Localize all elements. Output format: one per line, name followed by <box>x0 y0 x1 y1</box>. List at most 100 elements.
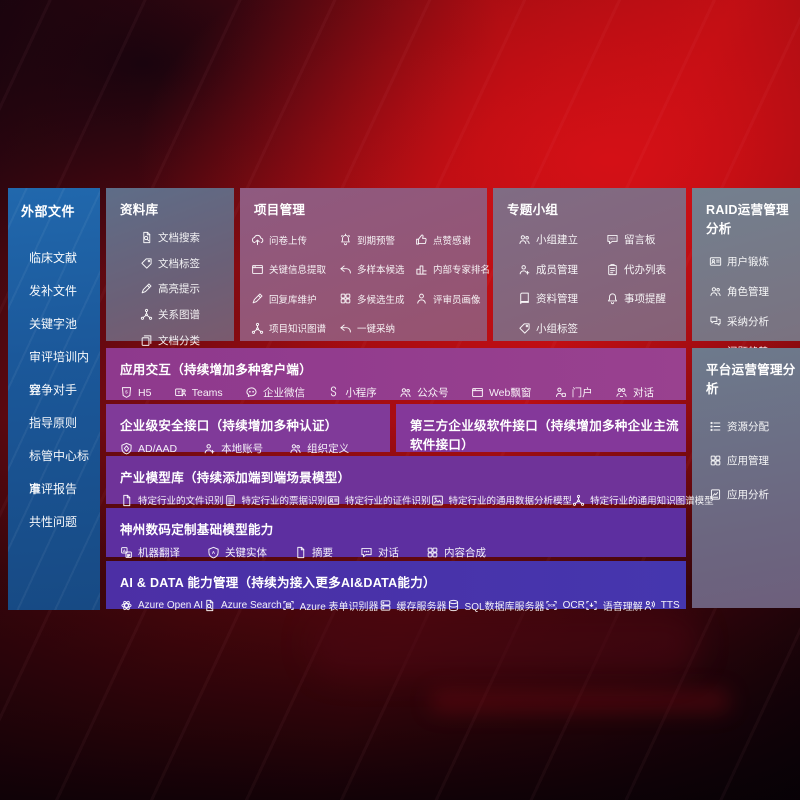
enterprise-security-api-row: 企业级安全接口（持续增加多种认证） AD/AAD 本地账号 组织定义 <box>106 404 390 455</box>
miniprogram-icon <box>327 386 340 399</box>
feature-label: 事项提醒 <box>624 293 666 306</box>
panel-title: RAID运营管理分析 <box>706 203 789 236</box>
row-title: 企业级安全接口（持续增加多种认证） <box>120 419 338 433</box>
feature-item: 高亮提示 <box>140 276 234 302</box>
feature-label: 点赞感谢 <box>433 235 472 247</box>
feature-label: 留言板 <box>624 234 656 247</box>
shield-icon <box>120 442 133 455</box>
feature-item: 内容合成 <box>426 545 486 560</box>
feature-item: 事项提醒 <box>606 291 686 306</box>
industry-models-row: 产业模型库（持续添加端到端场景模型） 特定行业的文件识别 特定行业的票据识别 特定行… <box>106 456 714 507</box>
panel-title: 专题小组 <box>507 203 559 217</box>
feature-item: 组织定义 <box>289 441 349 456</box>
background-glow <box>310 612 700 676</box>
feature-label: 多样本候选 <box>357 265 405 277</box>
svg-text:5: 5 <box>125 389 128 394</box>
feature-item: 回复库维护 <box>251 292 339 306</box>
chat-icon <box>360 546 373 559</box>
pen-icon <box>251 292 264 305</box>
feature-list: A 机器翻译 A 关键实体 摘要 对话 内容合成 <box>106 538 686 560</box>
docs-icon <box>140 334 153 347</box>
feature-label: AD/AAD <box>138 442 178 455</box>
feature-item: 角色管理 <box>709 284 800 299</box>
openai-icon <box>120 599 133 612</box>
feature-label: 用户锻炼 <box>727 255 769 268</box>
feature-label: 内容合成 <box>444 547 486 559</box>
bbs-icon: BBS <box>606 233 619 246</box>
feature-item: 文档标签 <box>140 251 234 277</box>
feature-item: 缓存服务器 <box>379 598 447 613</box>
base-models-row: 神州数码定制基础模型能力 A 机器翻译 A 关键实体 摘要 对话 内容合成 <box>106 508 686 560</box>
feature-item: 语音理解 <box>585 598 643 613</box>
portal-person-icon <box>554 386 567 399</box>
feature-label: 特定行业的证件识别 <box>345 496 431 507</box>
row-title: 神州数码定制基础模型能力 <box>120 523 274 537</box>
feature-label: 项目知识图谱 <box>269 324 327 336</box>
feature-label: 摘要 <box>312 547 333 559</box>
feature-item: Web飘窗 <box>471 385 531 400</box>
feature-item: OCR OCR <box>545 599 585 612</box>
feature-label: H5 <box>138 386 152 399</box>
feature-item: Azure Open AI <box>120 599 203 612</box>
translate-icon: A <box>120 546 133 559</box>
sidebar-item: 关键字池 <box>29 317 78 331</box>
reply-icon <box>339 263 352 276</box>
feature-item: 摘要 <box>294 545 333 560</box>
tag-icon <box>140 257 153 270</box>
feature-label: Web飘窗 <box>488 387 532 399</box>
feature-label: 文档搜索 <box>158 232 200 245</box>
feature-item: 特定行业的通用知识图谱模型 <box>572 493 714 507</box>
feature-item: 到期预警 <box>339 233 415 247</box>
server-icon <box>379 599 392 612</box>
feature-item: AD/AAD <box>120 442 177 455</box>
feature-item: 应用管理 <box>709 453 800 468</box>
ocr-icon: OCR <box>545 599 558 612</box>
feature-item: 用户锻炼 <box>709 254 800 269</box>
svg-text:T: T <box>177 390 180 395</box>
graph-icon <box>251 322 264 335</box>
feature-label: 采纳分析 <box>727 315 769 328</box>
report-icon <box>709 488 722 501</box>
speech-icon <box>585 599 598 612</box>
feature-label: 应用分析 <box>727 488 769 501</box>
id-card-icon <box>709 255 722 268</box>
feature-label: 问卷上传 <box>269 235 308 247</box>
sidebar-item: 临床文献 <box>29 251 78 265</box>
feature-list: 小组建立 BBS 留言板 成员管理 代办列表 资料管理 事项提醒 小组标签 <box>493 218 686 343</box>
svg-text:A: A <box>123 548 126 553</box>
feature-item: 多样本候选 <box>339 262 415 276</box>
feature-label: 评审员画像 <box>433 294 481 306</box>
people-icon <box>709 285 722 298</box>
feature-label: 特定行业的票据识别 <box>241 496 328 507</box>
feature-item: 门户 <box>554 385 593 400</box>
feature-label: 内部专家排名 <box>433 265 491 277</box>
feature-item: 特定行业的证件识别 <box>327 493 431 507</box>
row-title: 产业模型库（持续添加端到端场景模型） <box>120 471 351 485</box>
sidebar-item: 审评报告 <box>29 482 78 496</box>
feature-label: Teams <box>191 386 223 399</box>
clipboard-icon <box>606 263 619 276</box>
feature-item: 关系图谱 <box>140 302 234 328</box>
tag-icon <box>518 322 531 335</box>
bell-icon <box>606 292 619 305</box>
feature-label: 关键实体 <box>225 547 267 559</box>
feature-list: 文档搜索 文档标签 高亮提示 关系图谱 文档分类 <box>106 218 234 353</box>
feature-label: 多候选生成 <box>357 294 405 306</box>
feature-item: 小组建立 <box>518 232 606 247</box>
panel-title: 项目管理 <box>254 203 306 217</box>
sidebar-item: 共性问题 <box>29 515 78 529</box>
shield-a-icon: A <box>207 546 220 559</box>
wechat-icon <box>245 386 258 399</box>
feature-label: 小组标签 <box>536 322 578 335</box>
raid-ops-panel: RAID运营管理分析 用户锻炼角色管理采纳分析问题趋势 <box>692 188 800 358</box>
feature-label: Azure Search <box>221 600 282 611</box>
people-chat-icon <box>615 386 628 399</box>
feature-label: Azure Open AI <box>138 600 204 611</box>
feature-item: 评审员画像 <box>415 292 490 306</box>
feature-item: 一键采纳 <box>339 321 415 335</box>
tts-icon <box>643 599 656 612</box>
list-doc-icon <box>224 494 237 507</box>
feature-item: TTS <box>643 599 680 612</box>
feature-item: 公众号 <box>399 385 449 400</box>
feature-item: 对话 <box>360 545 399 560</box>
